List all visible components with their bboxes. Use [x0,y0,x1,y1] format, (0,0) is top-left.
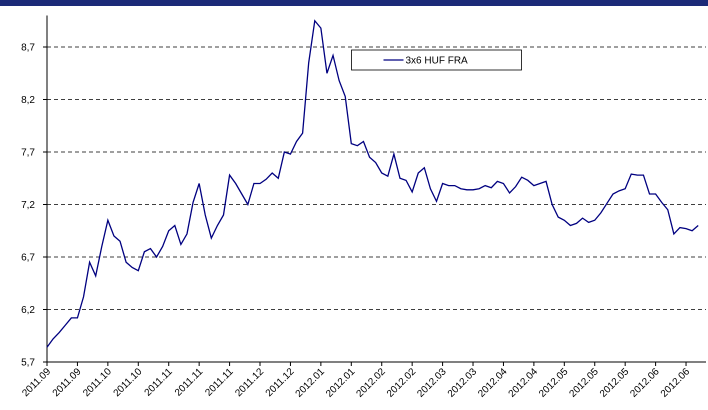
x-tick-label: 2012.06 [659,366,693,400]
legend-box [351,49,522,71]
x-tick-label: 2012.05 [568,366,602,400]
x-tick-label: 2011.10 [112,366,145,399]
x-tick-label: 2011.11 [143,366,176,399]
y-tick-label: 8,2 [21,95,35,106]
x-tick-label: 2012.06 [628,366,662,400]
x-tick-label: 2011.11 [173,366,206,399]
x-tick-label: 2012.02 [355,366,389,400]
x-tick-label: 2011.12 [264,366,297,399]
y-tick-label: 5,7 [21,358,35,369]
x-tick-label: 2012.01 [294,366,328,400]
x-tick-label: 2012.04 [476,366,510,400]
x-tick-label: 2011.11 [203,366,236,399]
y-tick-label: 6,2 [21,305,35,316]
y-tick-label: 7,7 [21,148,35,159]
header-bar [0,0,708,6]
y-tick-label: 7,2 [21,200,35,211]
x-tick-label: 2012.05 [537,366,571,400]
x-tick-label: 2012.02 [385,366,419,400]
x-tick-label: 2012.03 [415,366,449,400]
y-tick-label: 6,7 [21,253,35,264]
legend-label: 3x6 HUF FRA [406,56,469,67]
x-tick-label: 2011.12 [233,366,266,399]
x-tick-label: 2011.10 [81,366,114,399]
x-tick-label: 2012.01 [324,366,358,400]
x-tick-label: 2012.04 [507,366,541,400]
line-series [46,19,699,348]
x-tick-label: 2011.09 [51,366,84,399]
x-tick-label: 2011.09 [20,366,53,399]
x-tick-label: 2012.05 [598,366,632,400]
x-tick-label: 2012.03 [446,366,480,400]
y-tick-label: 8,7 [21,43,35,54]
